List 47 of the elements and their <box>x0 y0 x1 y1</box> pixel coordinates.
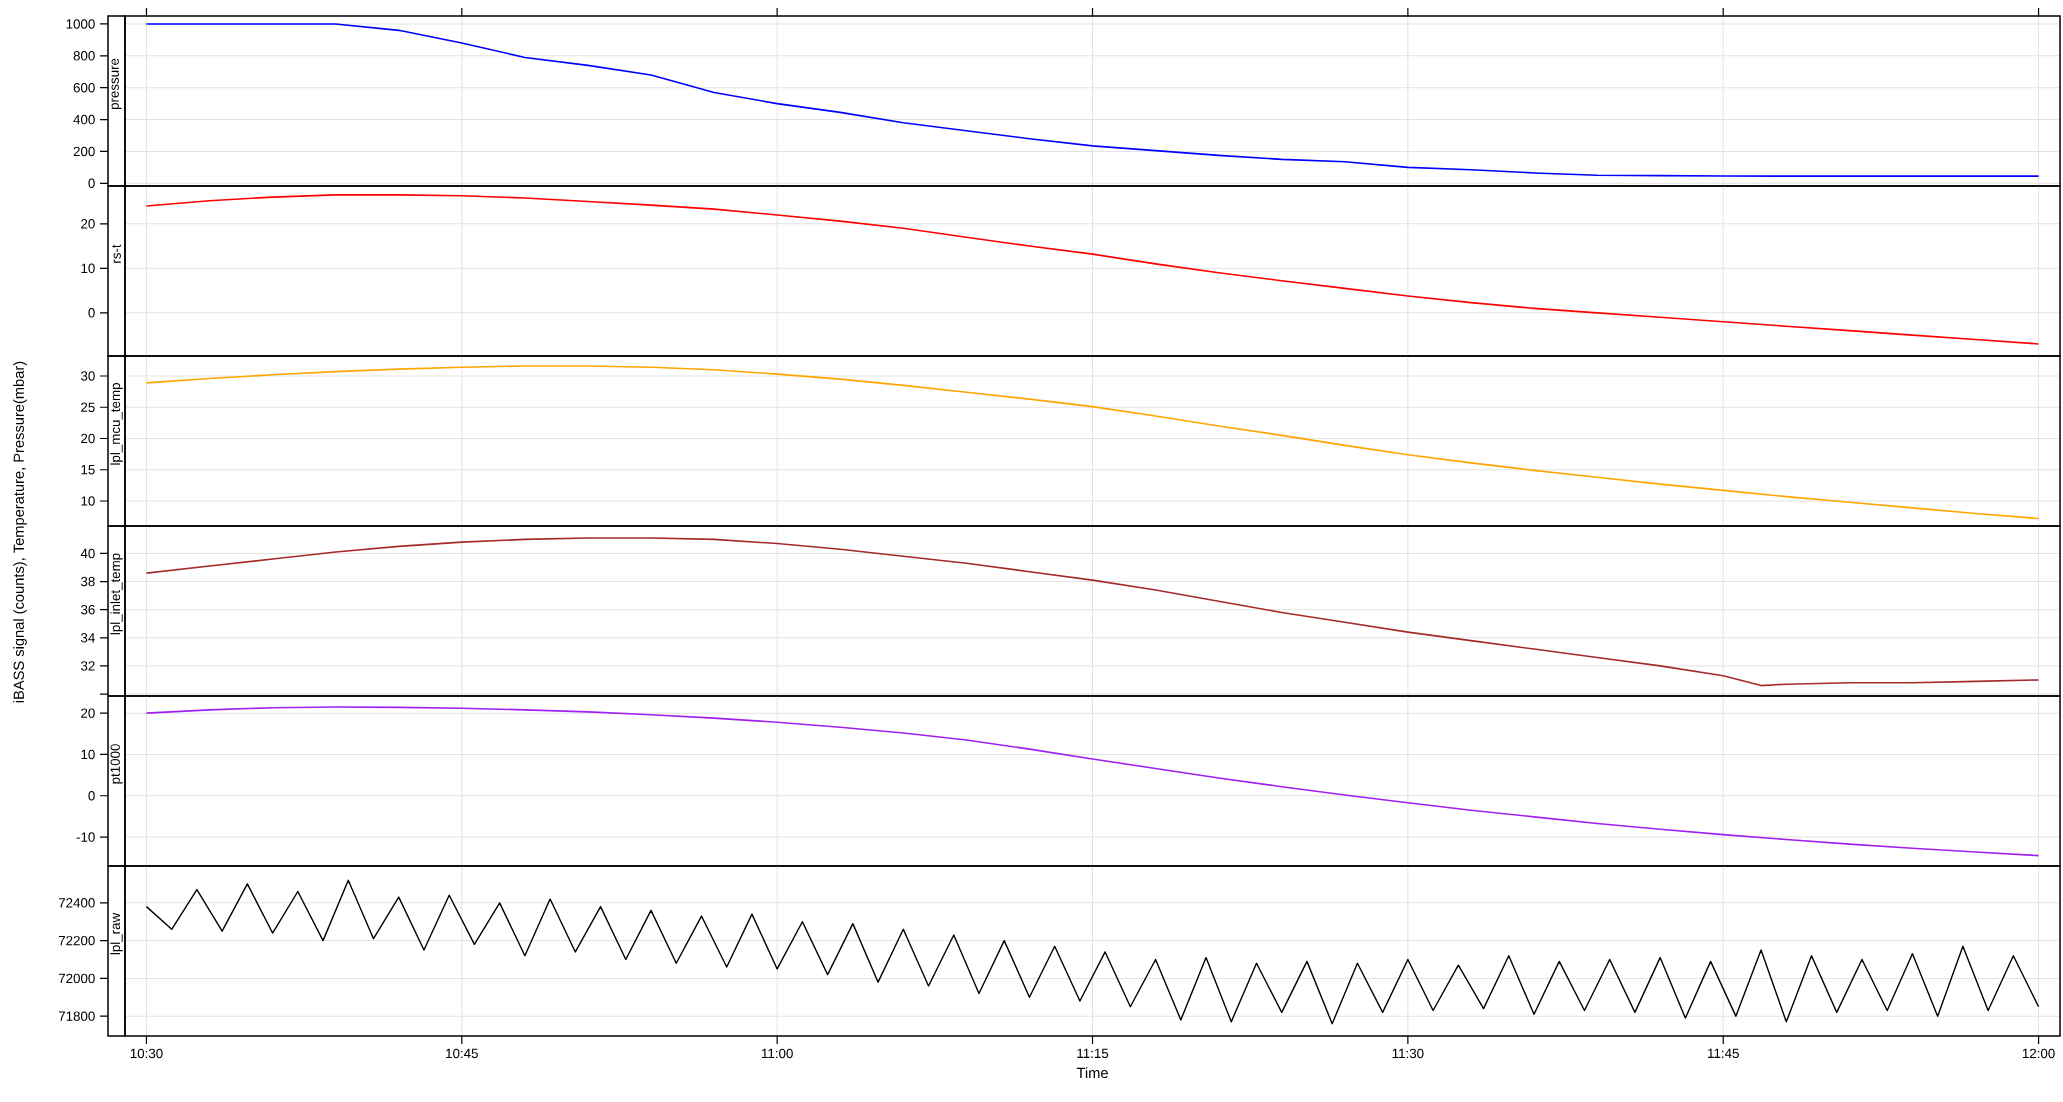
line-series <box>145 194 2040 345</box>
x-tick-label: 10:45 <box>446 1048 478 1059</box>
x-tick-label: 11:45 <box>1708 1048 1739 1058</box>
line-series <box>145 537 2040 687</box>
y-tick-label: 200 <box>73 146 95 157</box>
text: lpl_mcu_temp <box>110 383 123 465</box>
x-axis-title: Time <box>1076 1067 1108 1079</box>
y-tick-label: -10 <box>76 832 95 842</box>
y-tick-label: 600 <box>73 82 95 93</box>
x-tick-label: 10:30 <box>130 1048 163 1059</box>
line-series <box>145 706 2040 857</box>
x-tick-label: 11:30 <box>1392 1048 1424 1059</box>
y-tick-label: 72000 <box>58 973 95 984</box>
y-tick-label: 10 <box>81 749 95 760</box>
y-tick-label: 38 <box>80 576 95 587</box>
y-tick-label: 30 <box>80 371 95 381</box>
text: lpl_inlet_temp <box>110 553 123 635</box>
y-tick-label: 71800 <box>58 1011 95 1021</box>
y-tick-label: 800 <box>73 51 95 61</box>
y-tick-label: 10 <box>81 263 95 274</box>
text: pressure <box>111 58 122 110</box>
y-tick-label: 25 <box>81 402 95 412</box>
y-tick-label: 400 <box>73 114 95 125</box>
text: rs-t <box>112 244 121 263</box>
text: lpl_raw <box>110 912 123 955</box>
line-series <box>145 365 2040 520</box>
y-tick-label: 0 <box>88 791 95 801</box>
y-tick-label: 20 <box>81 219 95 229</box>
x-tick-label: 11:15 <box>1077 1048 1109 1058</box>
y-tick-label: 72400 <box>58 898 95 908</box>
y-tick-label: 20 <box>81 433 95 444</box>
y-tick-label: 0 <box>88 308 95 318</box>
y-tick-label: 0 <box>88 178 95 188</box>
x-tick-label: 12:00 <box>2022 1048 2055 1059</box>
y-axis-title: iBASS signal (counts), Temperature, Pressure(mbar) <box>13 361 27 703</box>
y-tick-label: 34 <box>80 633 95 643</box>
y-tick-label: 10 <box>81 496 95 506</box>
y-tick-label: 20 <box>81 708 95 718</box>
y-tick-label: 32 <box>80 661 95 671</box>
y-tick-label: 15 <box>81 465 95 475</box>
text: pt1000 <box>110 744 123 784</box>
y-tick-label: 36 <box>80 604 95 615</box>
y-tick-label: 72200 <box>58 935 95 946</box>
y-tick-label: 1000 <box>66 19 95 29</box>
line-series <box>145 879 2040 1025</box>
x-tick-label: 11:00 <box>762 1048 793 1059</box>
y-tick-label: 40 <box>80 548 95 559</box>
